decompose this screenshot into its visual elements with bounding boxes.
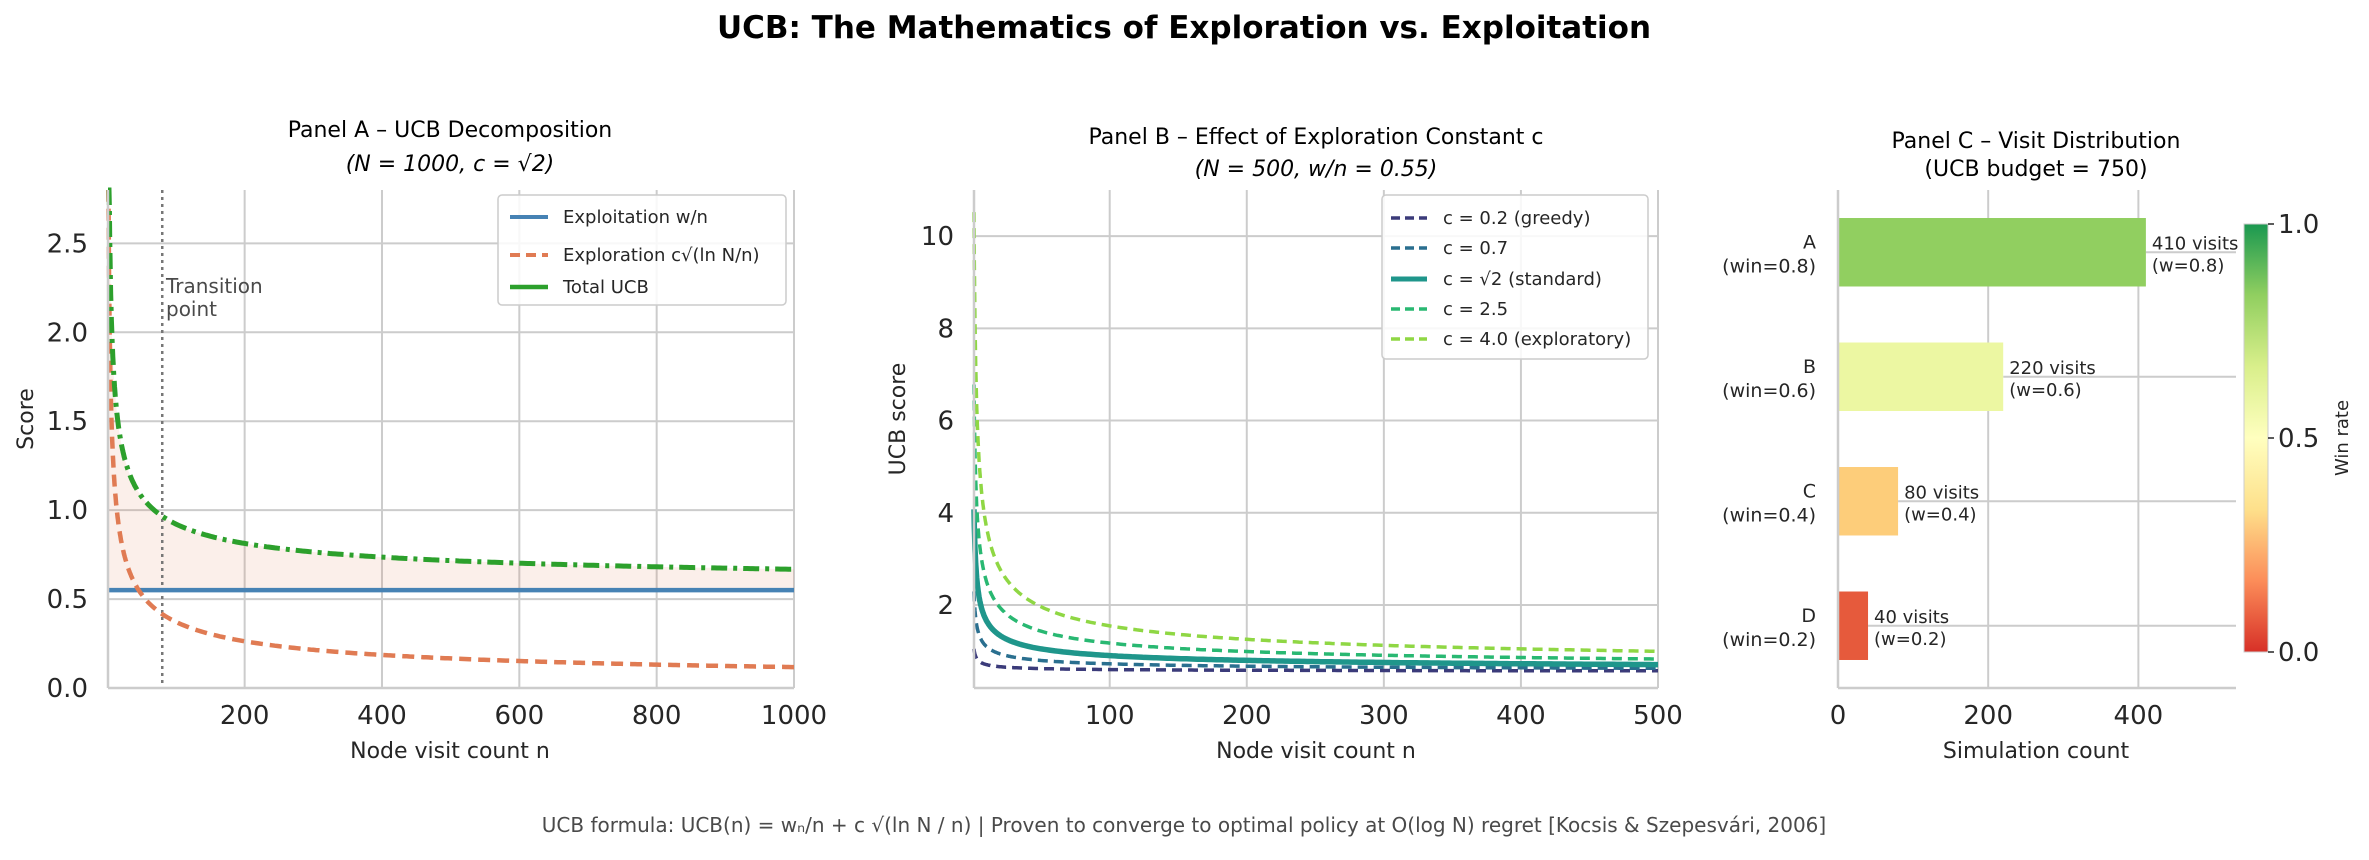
panel-a-title: Panel A – UCB Decomposition bbox=[288, 118, 613, 143]
panel-a-ytick-1-5: 1.5 bbox=[47, 407, 88, 437]
panel-b-title: Panel B – Effect of Exploration Constant… bbox=[1088, 125, 1543, 150]
panel-a-ytick-2-0: 2.0 bbox=[47, 318, 88, 348]
panel-a-total-ucb-line bbox=[106, 187, 795, 572]
panel-c-bar-label-d: 40 visits bbox=[1874, 607, 1949, 628]
panel-b-subtitle: (N = 500, w/n = 0.55) bbox=[1195, 157, 1438, 182]
panel-c-bar-sublabel-b: (w=0.6) bbox=[2009, 380, 2081, 401]
panel-b-ylabel: UCB score bbox=[886, 363, 911, 476]
panel-c-bar-label-a: 410 visits bbox=[2152, 233, 2239, 254]
panel-c-category-d: D bbox=[1801, 605, 1816, 627]
panel-b-legend: c = 0.2 (greedy) c = 0.7 c = √2 (standar… bbox=[1381, 194, 1649, 360]
panel-b-xtick-400: 400 bbox=[1496, 701, 1546, 731]
panel-a-shaded-region bbox=[108, 190, 794, 591]
panel-c-xtick-0: 0 bbox=[1830, 701, 1847, 731]
panel-c-category-b: B bbox=[1803, 356, 1816, 378]
panel-b-xlabel: Node visit count n bbox=[1216, 739, 1416, 764]
legend-label-total-ucb: Total UCB bbox=[562, 277, 649, 298]
panel-c-bar-sublabel-d: (w=0.2) bbox=[1874, 629, 1946, 650]
legend-label-c-0-2: c = 0.2 (greedy) bbox=[1443, 208, 1590, 229]
panel-a-ytick-1-0: 1.0 bbox=[47, 496, 88, 526]
panel-c-category-win-c: (win=0.4) bbox=[1722, 504, 1816, 526]
panel-b-ytick-2: 2 bbox=[937, 591, 954, 621]
panel-c-bars: 410 visits(w=0.8)A(win=0.8)220 visits(w=… bbox=[1722, 218, 2238, 660]
panel-c-bar-a bbox=[1838, 218, 2146, 287]
colorbar-tick-0-0: 0.0 bbox=[2278, 638, 2319, 668]
panel-c-bar-d bbox=[1838, 591, 1869, 660]
panel-c-bar-sublabel-c: (w=0.4) bbox=[1904, 504, 1976, 525]
panel-c-xtick-200: 200 bbox=[1963, 701, 2013, 731]
panel-b-line-c-0-2 bbox=[972, 648, 1658, 673]
panel-b-ytick-6: 6 bbox=[937, 407, 954, 437]
figure-suptitle: UCB: The Mathematics of Exploration vs. … bbox=[717, 10, 1651, 46]
legend-label-c-0-7: c = 0.7 bbox=[1443, 238, 1508, 259]
colorbar-gradient bbox=[2243, 223, 2269, 653]
panel-a-xtick-600: 600 bbox=[495, 701, 545, 731]
panel-c-ticks: 0 200 400 bbox=[1830, 701, 2163, 731]
panel-b-ytick-8: 8 bbox=[937, 314, 954, 344]
panel-c-category-c: C bbox=[1803, 480, 1816, 502]
panel-a-exploration-line bbox=[106, 187, 794, 670]
panel-b-ytick-4: 4 bbox=[937, 499, 954, 529]
panel-a-xtick-200: 200 bbox=[220, 701, 270, 731]
panel-c-colorbar-label: Win rate bbox=[2332, 400, 2353, 476]
panel-a-axes bbox=[106, 190, 794, 690]
panel-c-category-win-a: (win=0.8) bbox=[1722, 255, 1816, 277]
panel-c-bar-label-b: 220 visits bbox=[2009, 358, 2096, 379]
colorbar-tick-1-0: 1.0 bbox=[2278, 210, 2319, 240]
panel-b-line-c-0-7 bbox=[972, 591, 1658, 671]
panel-a-legend: Exploitation w/n Exploration c√(ln N/n) … bbox=[497, 194, 787, 306]
panel-c: Panel C – Visit Distribution (UCB budget… bbox=[1722, 129, 2353, 764]
panel-a-subtitle: (N = 1000, c = √2) bbox=[346, 152, 555, 177]
legend-label-exploitation: Exploitation w/n bbox=[563, 207, 708, 228]
panel-b-xtick-300: 300 bbox=[1359, 701, 1409, 731]
panel-c-xtick-400: 400 bbox=[2114, 701, 2164, 731]
panel-c-category-a: A bbox=[1803, 231, 1816, 253]
panel-a-ytick-0-5: 0.5 bbox=[47, 585, 88, 615]
panel-a-ylabel: Score bbox=[14, 388, 39, 450]
panel-c-category-win-d: (win=0.2) bbox=[1722, 629, 1816, 651]
panel-a: Panel A – UCB Decomposition (N = 1000, c… bbox=[14, 118, 827, 764]
panel-b-line-c-2-5 bbox=[972, 384, 1658, 661]
panel-b-line-c-sqrt2 bbox=[971, 509, 1658, 668]
panel-c-colorbar: 0.0 0.5 1.0 bbox=[2243, 210, 2319, 668]
panel-a-xtick-800: 800 bbox=[632, 701, 682, 731]
panel-c-subtitle: (UCB budget = 750) bbox=[1924, 157, 2147, 182]
legend-label-exploration: Exploration c√(ln N/n) bbox=[563, 245, 760, 266]
panel-b-ticks: 100 200 300 400 500 2 4 6 8 10 bbox=[921, 222, 1683, 731]
colorbar-tick-0-5: 0.5 bbox=[2278, 424, 2319, 454]
panel-b-ytick-10: 10 bbox=[921, 222, 954, 252]
panel-b-axes bbox=[972, 190, 1658, 690]
panel-c-bar-sublabel-a: (w=0.8) bbox=[2152, 255, 2224, 276]
panel-c-title: Panel C – Visit Distribution bbox=[1892, 129, 2181, 154]
panel-a-transition-label-2: point bbox=[166, 297, 217, 321]
panel-a-xtick-400: 400 bbox=[357, 701, 407, 731]
panel-b-line-c-4-0 bbox=[972, 212, 1658, 654]
legend-label-c-2-5: c = 2.5 bbox=[1443, 299, 1508, 320]
legend-label-c-sqrt2: c = √2 (standard) bbox=[1443, 269, 1602, 290]
panel-b-xtick-200: 200 bbox=[1222, 701, 1272, 731]
panel-c-category-win-b: (win=0.6) bbox=[1722, 380, 1816, 402]
panel-c-xlabel: Simulation count bbox=[1943, 739, 2130, 764]
panel-b-xtick-100: 100 bbox=[1085, 701, 1135, 731]
panel-a-ytick-2-5: 2.5 bbox=[47, 229, 88, 259]
panel-a-xtick-1000: 1000 bbox=[761, 701, 827, 731]
panel-c-bar-b bbox=[1838, 342, 2004, 411]
legend-label-c-4-0: c = 4.0 (exploratory) bbox=[1443, 329, 1631, 350]
panel-b-xtick-500: 500 bbox=[1633, 701, 1683, 731]
panel-a-transition-label-1: Transition bbox=[165, 274, 263, 298]
panel-b: Panel B – Effect of Exploration Constant… bbox=[886, 125, 1683, 764]
figure-footer: UCB formula: UCB(n) = wₙ/n + c √(ln N / … bbox=[542, 813, 1826, 837]
panel-a-ticks: 200 400 600 800 1000 0.0 0.5 1.0 1.5 2.0 2.5 bbox=[47, 229, 827, 731]
panel-c-axes bbox=[1836, 190, 2236, 690]
panel-c-bar-c bbox=[1838, 467, 1899, 536]
panel-a-ytick-0-0: 0.0 bbox=[47, 674, 88, 704]
panel-c-bar-label-c: 80 visits bbox=[1904, 482, 1979, 503]
panel-a-xlabel: Node visit count n bbox=[350, 739, 550, 764]
